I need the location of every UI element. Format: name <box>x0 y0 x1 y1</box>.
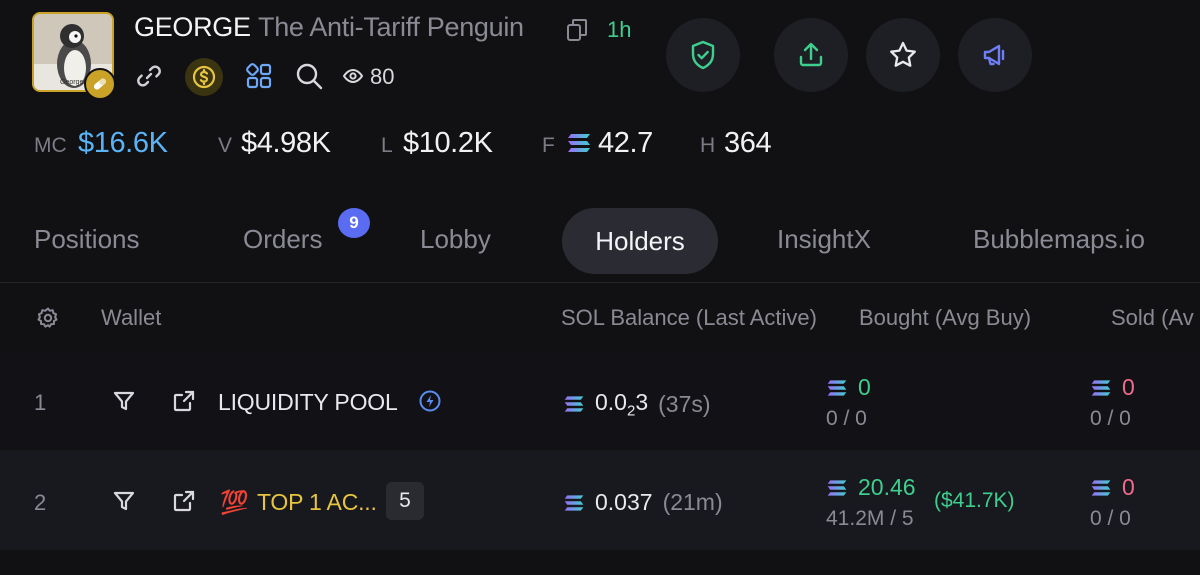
share-icon <box>799 42 823 67</box>
filter-icon[interactable] <box>112 389 136 418</box>
stat-value-volume: $4.98K <box>241 127 331 159</box>
share-button[interactable] <box>774 18 848 92</box>
col-header-wallet[interactable]: Wallet <box>101 305 162 330</box>
filter-icon[interactable] <box>112 489 136 518</box>
tab-positions[interactable]: Positions <box>34 224 140 254</box>
sol-balance-tail: 3 <box>635 389 649 415</box>
eye-icon <box>342 58 364 94</box>
copy-icon[interactable] <box>566 18 588 47</box>
sol-balance-zero-count: 2 <box>626 402 636 420</box>
gear-icon[interactable] <box>36 306 60 335</box>
token-name: The Anti-Tariff Penguin <box>258 12 524 42</box>
sol-balance-value: 0.0 <box>595 389 627 415</box>
tab-insightx[interactable]: InsightX <box>777 224 871 254</box>
row-rank: 2 <box>34 490 47 515</box>
hundred-emoji: 💯 <box>220 489 249 515</box>
tab-lobby[interactable]: Lobby <box>420 224 491 254</box>
view-count: 80 <box>370 64 395 89</box>
external-link-icon[interactable] <box>172 489 196 518</box>
col-header-sol-balance[interactable]: SOL Balance (Last Active) <box>561 305 817 330</box>
sold-amount: 0 <box>1090 474 1135 501</box>
row-rank: 1 <box>34 390 47 415</box>
solana-icon <box>1091 479 1111 496</box>
bought-value: 20.46 <box>858 474 916 500</box>
sold-value: 0 <box>1122 474 1135 500</box>
pill-icon <box>84 68 116 100</box>
bought-usd: ($41.7K) <box>934 489 1015 512</box>
sold-tokens: 0 / 0 <box>1090 507 1131 530</box>
promote-button[interactable] <box>958 18 1032 92</box>
stat-value-liquidity: $10.2K <box>403 127 493 159</box>
tab-holders[interactable]: Holders <box>562 208 718 274</box>
bought-amount: 20.46 <box>826 474 916 501</box>
token-ticker: GEORGE <box>134 12 251 42</box>
solana-icon <box>1091 379 1111 396</box>
security-button[interactable] <box>666 18 740 92</box>
stat-label-volume: V <box>218 134 233 157</box>
solana-icon <box>566 132 592 159</box>
tab-orders[interactable]: Orders <box>243 224 323 254</box>
token-age: 1h <box>607 17 632 42</box>
bought-value: 0 <box>858 374 871 400</box>
last-active: (21m) <box>662 489 723 515</box>
star-icon <box>890 41 916 67</box>
search-icon[interactable] <box>294 58 324 94</box>
bought-tokens: 41.2M / 5 <box>826 507 914 530</box>
sold-amount: 0 <box>1090 374 1135 401</box>
stat-label-fees: F <box>542 134 555 157</box>
sol-balance: 0.023 (37s) <box>563 389 711 420</box>
solana-icon <box>564 494 584 511</box>
bought-tokens: 0 / 0 <box>826 407 867 430</box>
orders-count-badge: 9 <box>338 208 370 238</box>
shield-check-icon <box>691 40 715 70</box>
solana-icon <box>827 479 847 496</box>
stat-value-holders: 364 <box>724 127 772 159</box>
col-header-sold[interactable]: Sold (Av <box>1111 305 1194 330</box>
solana-icon <box>827 379 847 396</box>
wallet-name[interactable]: LIQUIDITY POOL <box>218 389 398 415</box>
external-link-icon[interactable] <box>172 389 196 418</box>
table-row[interactable] <box>0 450 1200 550</box>
wallet-name[interactable]: TOP 1 AC... <box>257 489 377 515</box>
avatar-caption: George <box>60 79 83 86</box>
grid-icon[interactable] <box>244 58 274 94</box>
tabs-divider <box>0 282 1200 283</box>
sold-tokens: 0 / 0 <box>1090 407 1131 430</box>
stat-value-mc: $16.6K <box>78 127 168 159</box>
col-header-bought[interactable]: Bought (Avg Buy) <box>859 305 1032 330</box>
sol-balance: 0.037 (21m) <box>563 489 723 516</box>
stat-label-holders: H <box>700 134 716 157</box>
coin-icon[interactable] <box>185 58 223 96</box>
bought-amount: 0 <box>826 374 871 401</box>
stat-value-fees: 42.7 <box>598 127 653 159</box>
wallet-count-badge: 5 <box>386 482 424 520</box>
tab-bubblemaps[interactable]: Bubblemaps.io <box>973 224 1145 254</box>
stat-label-liquidity: L <box>381 134 393 157</box>
lightning-icon <box>418 389 442 418</box>
stat-label-mc: MC <box>34 134 67 157</box>
sol-balance-value: 0.037 <box>595 489 653 515</box>
favorite-button[interactable] <box>866 18 940 92</box>
table-row[interactable] <box>0 352 1200 448</box>
last-active: (37s) <box>658 390 711 417</box>
megaphone-icon <box>983 44 1005 66</box>
solana-icon <box>564 396 584 412</box>
sold-value: 0 <box>1122 374 1135 400</box>
link-icon[interactable] <box>134 58 164 94</box>
